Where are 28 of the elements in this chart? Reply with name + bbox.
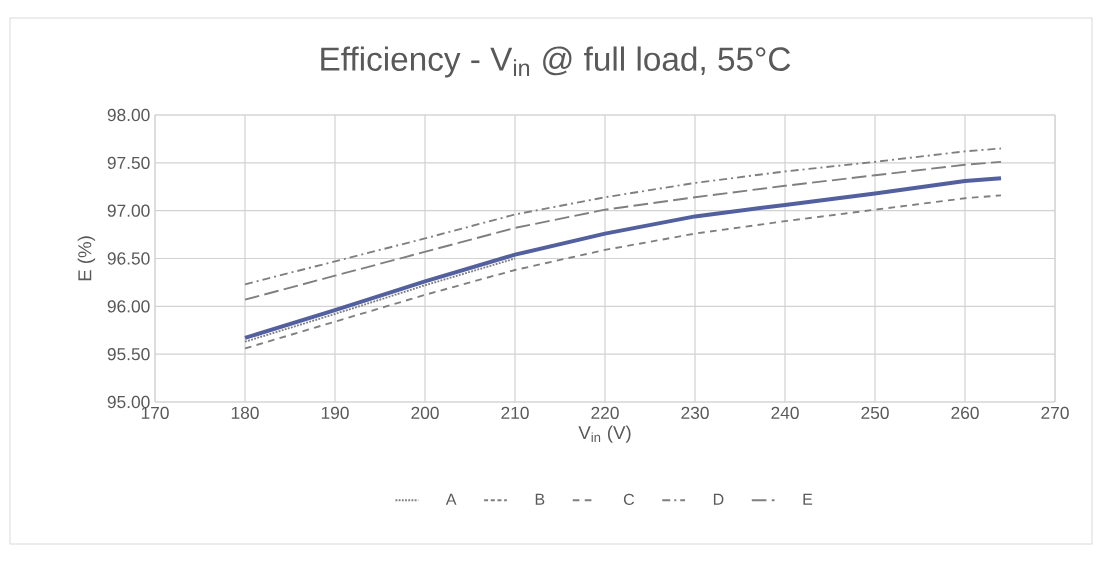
legend-label: B [535,493,545,505]
x-tick-label: 270 [1041,406,1069,419]
x-tick-label: 200 [411,406,439,419]
x-axis-title: V$_{in}$ (V) [578,425,631,443]
legend-label: E [803,493,813,505]
legend-label: D [713,493,724,505]
line-series [243,176,1004,340]
x-tick-label: 210 [501,406,529,419]
x-tick-label: 240 [771,406,799,419]
line-series [244,194,1002,350]
x-tick-label: 250 [861,406,889,419]
y-tick-label: 96.00 [107,300,150,313]
y-tick-label: 95.50 [107,348,150,361]
x-tick-label: 180 [231,406,259,419]
x-tick-label: 190 [321,406,349,419]
y-axis-title: E (%) [77,236,96,281]
y-tick-label: 97.50 [107,156,150,169]
x-tick-label: 230 [681,406,709,419]
legend-label: A [445,493,457,505]
legend-label: C [623,493,635,506]
line-series [244,257,516,343]
y-tick-label: 97.00 [107,204,150,217]
chart-title: Efficiency - V$_{in}$ @ full load, 55°C [321,46,791,78]
y-tick-label: 98.00 [107,108,150,122]
x-tick-label: 260 [951,406,979,419]
x-tick-label: 220 [591,406,619,419]
line-series [244,147,1002,286]
y-tick-label: 96.50 [107,252,150,265]
